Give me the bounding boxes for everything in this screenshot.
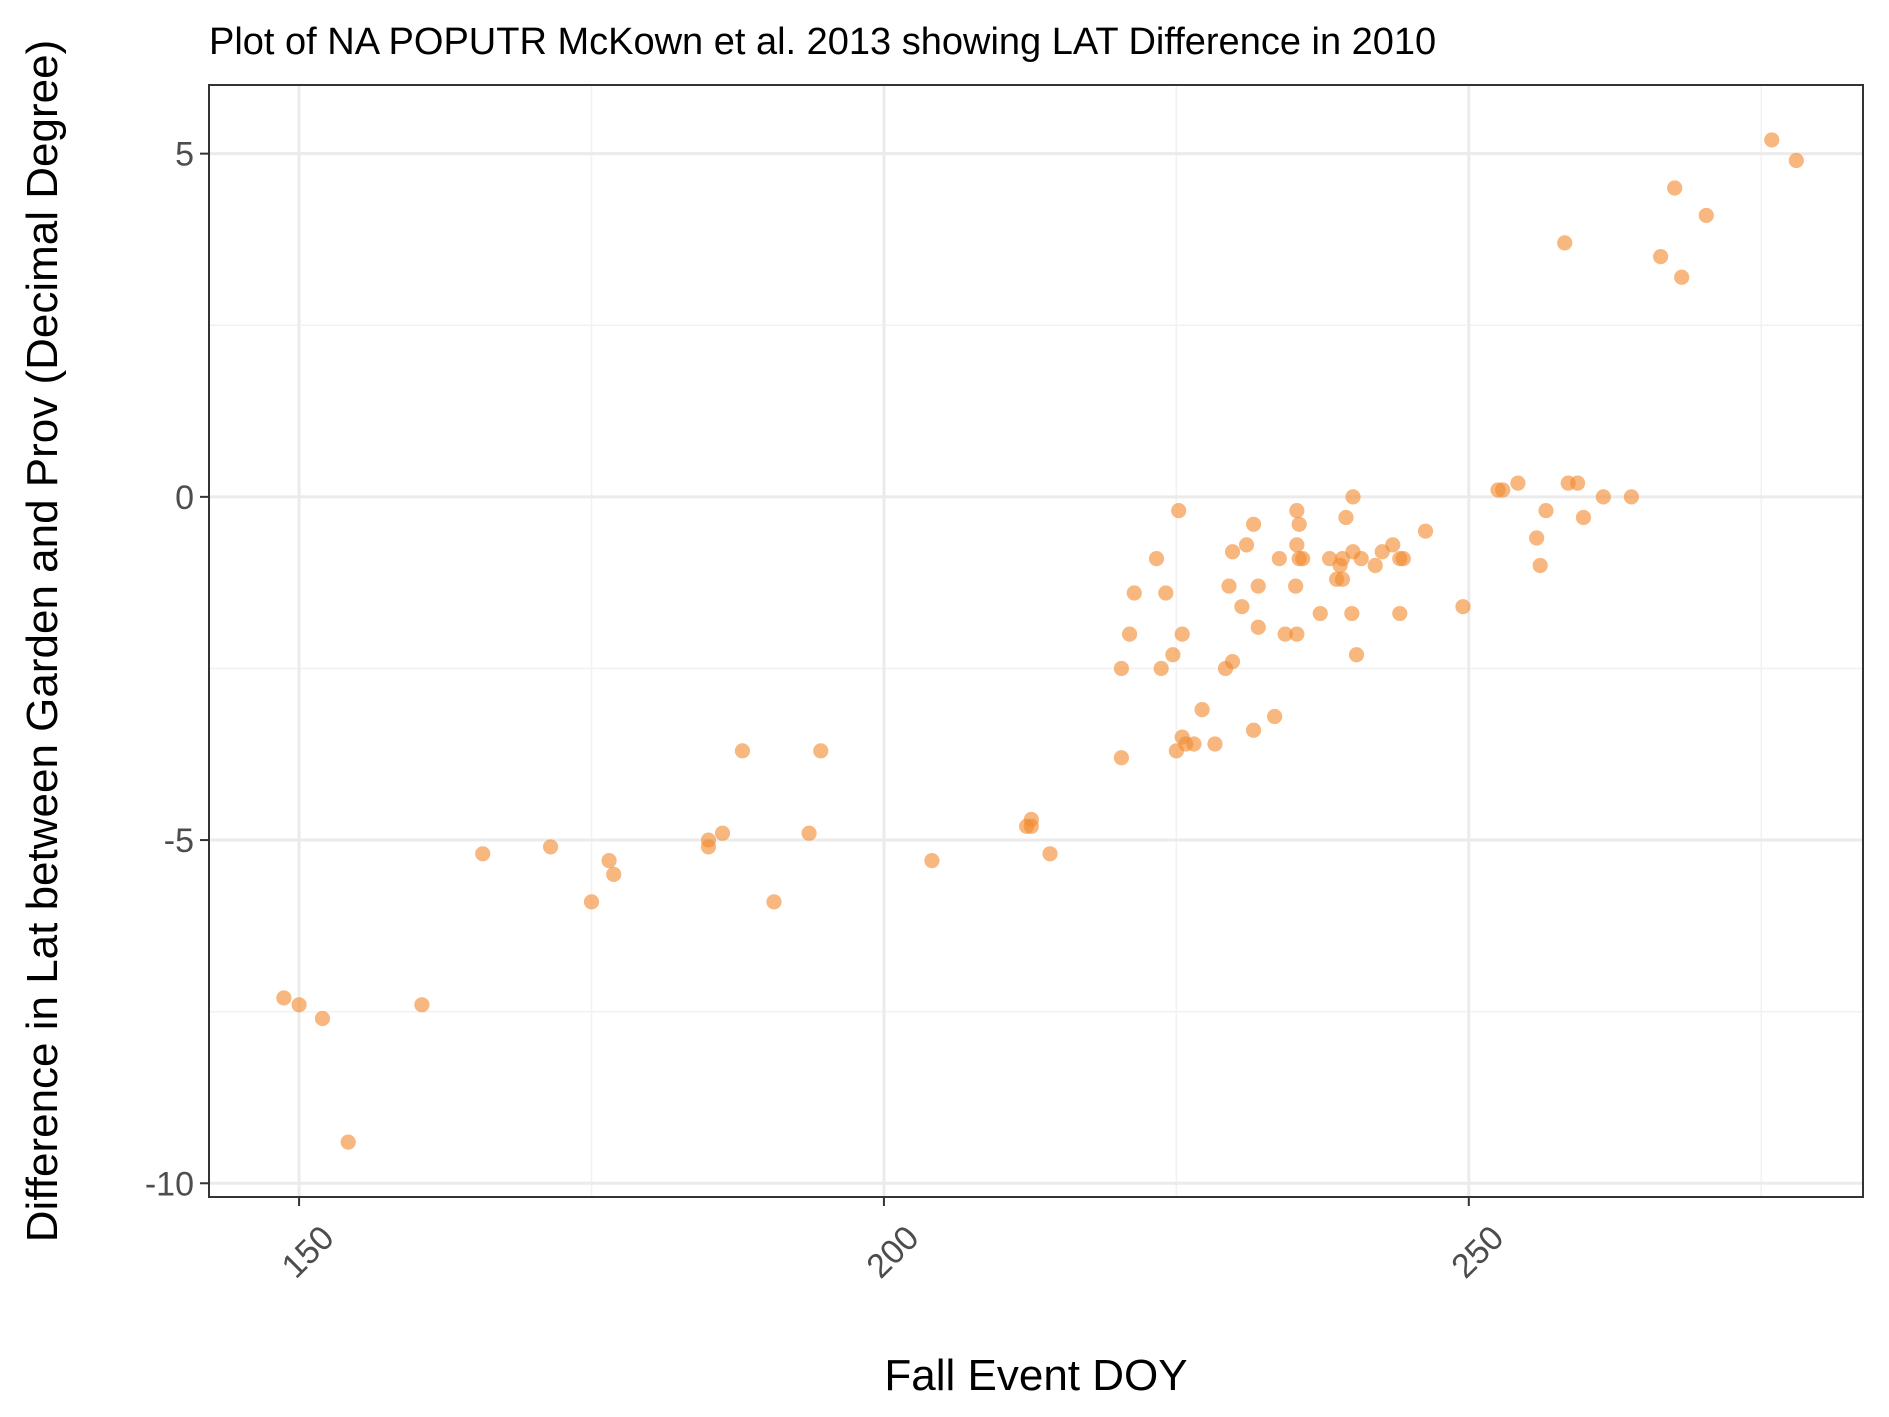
data-point	[1674, 269, 1690, 285]
data-point	[1289, 537, 1305, 553]
data-point	[1289, 502, 1305, 519]
data-point	[1392, 605, 1408, 622]
data-point	[1495, 482, 1511, 498]
y-axis-title: Difference in Lat between Garden and Pro…	[18, 40, 67, 1242]
data-point	[1267, 708, 1283, 725]
data-point	[1385, 537, 1401, 553]
data-point	[1532, 557, 1548, 574]
data-point	[1224, 653, 1241, 670]
data-point	[734, 743, 750, 759]
grid-minor-lines	[209, 85, 1863, 1197]
data-point	[1121, 626, 1138, 642]
data-point	[1788, 152, 1804, 169]
data-point	[1417, 523, 1434, 539]
data-point	[1764, 132, 1780, 148]
data-point	[766, 894, 782, 910]
data-point	[1153, 660, 1169, 677]
data-point	[1367, 557, 1383, 574]
data-point	[714, 825, 731, 841]
data-point	[1250, 619, 1266, 635]
y-tick-label: -10	[145, 1165, 194, 1203]
data-point	[801, 825, 817, 841]
data-point	[1171, 502, 1187, 519]
data-point	[1250, 578, 1266, 594]
data-point	[700, 839, 717, 855]
data-point	[583, 894, 600, 910]
data-point	[601, 853, 617, 869]
data-point	[924, 853, 940, 869]
data-point	[1345, 489, 1361, 505]
data-point	[1291, 516, 1307, 532]
y-tick-label: 5	[175, 136, 194, 174]
data-point	[1042, 846, 1058, 862]
data-point	[276, 990, 292, 1006]
data-point	[1186, 736, 1202, 752]
data-point	[1165, 647, 1181, 663]
data-point	[1221, 578, 1237, 594]
data-point	[1334, 571, 1351, 587]
data-point	[1395, 551, 1411, 567]
x-axis-title: Fall Event DOY	[884, 1351, 1187, 1400]
data-point	[1245, 516, 1262, 532]
data-point	[1245, 722, 1262, 738]
data-point	[1289, 626, 1305, 642]
data-point	[1623, 489, 1639, 505]
data-point	[1194, 702, 1210, 718]
data-point	[1224, 544, 1241, 560]
data-point	[1312, 605, 1328, 622]
data-point	[1277, 626, 1293, 642]
data-point	[414, 997, 430, 1013]
data-point	[1126, 585, 1142, 601]
data-point	[1338, 509, 1354, 526]
data-point	[1288, 578, 1304, 594]
plot-panel-border	[208, 84, 1864, 1198]
y-axis-ticks: -10 -5 0 5	[145, 136, 209, 1203]
grid-major-lines	[209, 85, 1863, 1197]
data-point	[1113, 660, 1129, 677]
data-point	[1557, 235, 1573, 251]
data-point	[1148, 551, 1165, 567]
data-point	[1595, 489, 1611, 505]
data-point	[1538, 502, 1554, 519]
chart-title: Plot of NA POPUTR McKown et al. 2013 sho…	[209, 21, 1436, 63]
data-point	[291, 997, 307, 1013]
data-point	[1348, 647, 1365, 663]
data-point	[314, 1010, 331, 1027]
data-point	[1238, 537, 1255, 553]
data-points	[276, 132, 1804, 1150]
data-point	[1234, 599, 1250, 615]
data-point	[1174, 626, 1190, 642]
data-point	[1510, 475, 1526, 491]
data-point	[475, 846, 491, 862]
data-point	[1653, 249, 1669, 265]
data-point	[1023, 818, 1039, 834]
data-point	[813, 743, 829, 759]
data-point	[1271, 551, 1287, 567]
data-point	[1529, 530, 1545, 546]
y-tick-label: -5	[164, 822, 194, 860]
data-point	[340, 1134, 356, 1150]
y-tick-label: 0	[175, 479, 194, 517]
data-point	[1207, 736, 1223, 752]
data-point	[1295, 551, 1311, 567]
data-point	[1569, 475, 1586, 491]
data-point	[1455, 599, 1471, 615]
data-point	[1344, 605, 1360, 622]
data-point	[542, 839, 559, 855]
data-point	[1113, 750, 1129, 766]
data-point	[1353, 551, 1369, 567]
data-point	[1698, 207, 1714, 224]
data-point	[1667, 180, 1683, 196]
data-point	[1575, 509, 1592, 526]
data-point	[1158, 585, 1174, 601]
data-point	[606, 866, 622, 882]
